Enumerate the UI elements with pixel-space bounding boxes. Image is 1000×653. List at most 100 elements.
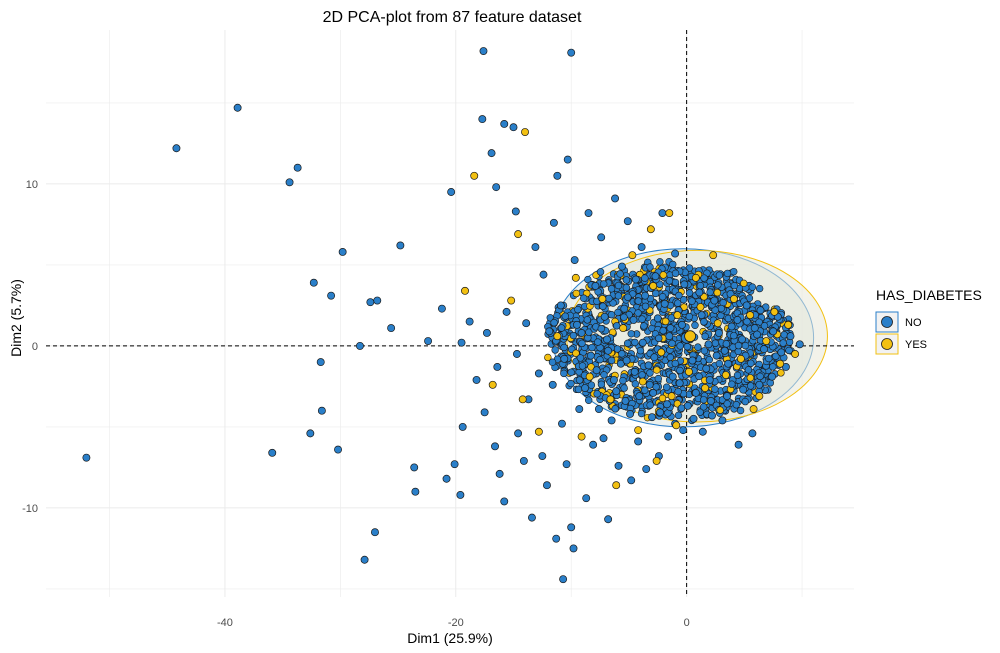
point-no: [600, 312, 609, 321]
point-no: [714, 328, 723, 337]
centroid-yes: [684, 330, 696, 343]
point-no: [478, 115, 487, 124]
point-yes: [518, 395, 527, 404]
point-yes: [691, 273, 700, 282]
point-yes: [736, 354, 745, 363]
point-yes: [488, 380, 497, 389]
point-no: [642, 465, 651, 473]
point-no: [631, 275, 640, 284]
point-no: [723, 392, 731, 401]
point-yes: [634, 426, 643, 435]
data-points: [82, 47, 804, 584]
point-yes: [577, 432, 586, 441]
point-yes: [762, 337, 771, 345]
point-no: [586, 351, 595, 360]
point-no: [612, 387, 621, 396]
point-no: [678, 320, 686, 329]
point-no: [495, 469, 504, 478]
point-yes: [721, 371, 730, 380]
legend-label-yes: YES: [905, 339, 927, 351]
point-no: [465, 317, 474, 326]
point-no: [651, 272, 660, 281]
point-no: [581, 384, 590, 392]
point-no: [582, 494, 591, 503]
point-no: [334, 445, 342, 454]
point-no: [456, 490, 465, 499]
point-no: [611, 194, 620, 203]
point-yes: [667, 392, 676, 401]
point-no: [560, 354, 569, 363]
point-no: [756, 306, 765, 315]
point-no: [626, 409, 635, 418]
point-no: [688, 356, 697, 365]
point-yes: [612, 481, 621, 490]
point-no: [733, 316, 742, 324]
point-no: [591, 282, 600, 290]
point-no: [777, 348, 786, 357]
point-no: [720, 346, 729, 355]
point-no: [597, 233, 606, 242]
point-yes: [534, 427, 543, 436]
x-tick-label: 0: [684, 617, 690, 629]
point-no: [635, 392, 644, 401]
point-no: [604, 515, 613, 524]
point-no: [620, 304, 629, 313]
y-tick-label: 10: [26, 179, 38, 191]
point-no: [689, 414, 698, 423]
point-no: [660, 299, 669, 308]
point-no: [629, 316, 638, 324]
point-no: [594, 405, 603, 414]
point-no: [718, 416, 727, 425]
point-no: [769, 327, 778, 336]
legend-marker-no: [881, 316, 893, 328]
legend: HAS_DIABETES NO YES: [875, 287, 982, 355]
legend-marker-yes: [881, 338, 893, 350]
chart-title: 2D PCA-plot from 87 feature dataset: [323, 9, 582, 26]
point-no: [738, 335, 746, 344]
point-no: [543, 481, 551, 490]
point-no: [528, 513, 536, 522]
point-no: [644, 361, 653, 370]
point-no: [534, 369, 543, 378]
point-no: [373, 296, 382, 305]
point-no: [664, 432, 673, 441]
point-no: [437, 304, 446, 313]
point-no: [679, 426, 688, 435]
point-no: [768, 372, 776, 381]
point-no: [650, 353, 659, 362]
point-no: [519, 456, 528, 465]
point-no: [563, 155, 572, 164]
point-yes: [553, 332, 562, 341]
point-no: [371, 528, 379, 537]
point-no: [641, 291, 650, 300]
point-yes: [684, 367, 693, 376]
point-no: [366, 298, 375, 307]
point-no: [512, 350, 521, 358]
point-no: [705, 375, 714, 384]
point-no: [786, 332, 795, 341]
point-no: [604, 346, 613, 355]
point-yes: [507, 296, 516, 305]
point-yes: [585, 372, 594, 381]
point-no: [753, 330, 761, 339]
point-no: [509, 123, 518, 132]
point-no: [577, 328, 586, 337]
x-tick-label: -40: [217, 617, 233, 629]
point-yes: [770, 307, 779, 316]
point-no: [317, 406, 326, 415]
point-no: [552, 534, 561, 543]
point-no: [698, 427, 707, 436]
point-no: [702, 364, 711, 373]
point-yes: [461, 286, 469, 295]
point-no: [480, 408, 489, 417]
point-no: [442, 474, 451, 483]
point-no: [492, 183, 501, 192]
point-no: [479, 47, 488, 56]
point-no: [658, 209, 667, 218]
point-yes: [709, 251, 718, 260]
point-no: [424, 337, 433, 345]
point-no: [712, 351, 721, 360]
point-yes: [514, 230, 523, 239]
point-yes: [673, 311, 682, 320]
